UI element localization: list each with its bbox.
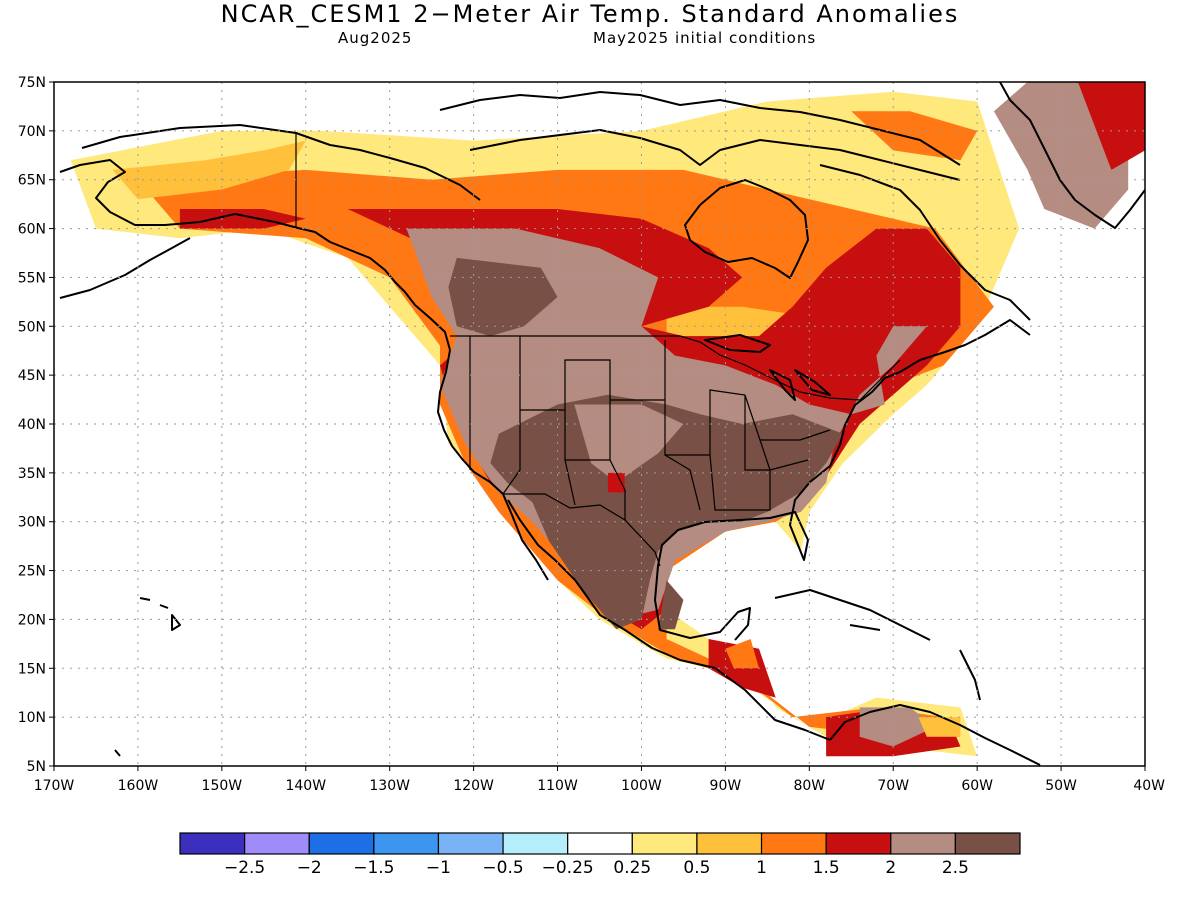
lon-tick-label: 100W — [621, 778, 662, 794]
figure-title: NCAR_CESM1 2−Meter Air Temp. Standard An… — [220, 0, 960, 28]
colorbar: −2.5 −2 −1.5 −1 −0.5 −0.25 0.25 0.5 1 1.5 2 2.5 — [179, 832, 1021, 878]
colorbar-swatch — [696, 832, 763, 855]
lon-tick-label: 70W — [877, 778, 909, 794]
lon-tick-label: 160W — [118, 778, 159, 794]
lon-tick-label: 60W — [961, 778, 993, 794]
colorbar-label: −0.5 — [482, 858, 523, 878]
lon-tick-label: 40W — [1133, 778, 1165, 794]
colorbar-label: 1.5 — [813, 858, 840, 878]
anomaly-shading — [70, 82, 1145, 757]
colorbar-swatch — [631, 832, 698, 855]
colorbar-swatch — [179, 832, 246, 855]
anomaly-field-2 — [112, 140, 306, 200]
lon-tick-label: 120W — [453, 778, 494, 794]
colorbar-swatch — [567, 832, 633, 855]
colorbar-label: 1 — [756, 858, 767, 878]
lon-tick-label: 110W — [537, 778, 578, 794]
colorbar-swatch — [437, 832, 504, 855]
lon-tick-label: 140W — [285, 778, 326, 794]
colorbar-swatch — [244, 832, 310, 855]
colorbar-swatch — [373, 832, 440, 855]
lat-tick-label: 25N — [18, 564, 46, 580]
anomaly-field-9 — [490, 394, 843, 630]
colorbar-label: 2.5 — [942, 858, 969, 878]
lat-tick-label: 50N — [18, 319, 46, 335]
longitude-axis: 170W 160W 150W 140W 130W 120W 110W 100W 90W 80W 70… — [34, 766, 1165, 794]
lon-tick-label: 130W — [369, 778, 410, 794]
anomaly-field-10 — [658, 580, 684, 630]
valid-month-label: Aug2025 — [338, 29, 413, 47]
coastlines — [59, 82, 1145, 766]
anomaly-field-11 — [574, 404, 684, 483]
colorbar-label: −1 — [426, 858, 451, 878]
latitude-axis: 5N 10N 15N 20N 25N 30N 35N 40N 45N 50N 55N 60N 65N 70… — [18, 75, 54, 775]
lat-tick-label: 15N — [18, 661, 46, 677]
colorbar-swatch — [954, 832, 1021, 855]
lat-tick-label: 60N — [18, 222, 46, 238]
lat-tick-label: 70N — [18, 124, 46, 140]
colorbar-label: −2.5 — [224, 858, 265, 878]
colorbar-swatch — [890, 832, 956, 855]
anomaly-field-12 — [607, 472, 625, 493]
lon-tick-label: 150W — [202, 778, 243, 794]
colorbar-swatch — [825, 832, 892, 855]
colorbar-swatch — [308, 832, 375, 855]
lat-tick-label: 20N — [18, 612, 46, 628]
colorbar-label: 0.25 — [613, 858, 651, 878]
colorbar-swatch — [502, 832, 569, 855]
lat-tick-label: 35N — [18, 466, 46, 482]
lon-tick-label: 90W — [710, 778, 742, 794]
anomaly-field-7 — [1077, 82, 1145, 170]
lon-tick-label: 80W — [793, 778, 825, 794]
colorbar-swatch — [760, 832, 827, 855]
anomaly-field-14 — [725, 639, 759, 669]
lat-tick-label: 65N — [18, 173, 46, 189]
lat-tick-label: 30N — [18, 515, 46, 531]
anomaly-field-8 — [448, 257, 558, 337]
colorbar-label: 0.5 — [683, 858, 710, 878]
colorbar-label: −1.5 — [353, 858, 394, 878]
anomaly-field-17 — [918, 717, 961, 737]
anomaly-field-18 — [179, 209, 306, 229]
graticule — [54, 82, 1145, 766]
colorbar-label: −2 — [297, 858, 322, 878]
lat-tick-label: 40N — [18, 417, 46, 433]
anomaly-field-19 — [851, 111, 978, 161]
initial-conditions-label: May2025 initial conditions — [593, 29, 817, 47]
colorbar-label: 2 — [885, 858, 896, 878]
colorbar-label: −0.25 — [542, 858, 594, 878]
lat-tick-label: 75N — [18, 75, 46, 91]
political-borders — [295, 133, 901, 567]
lat-tick-label: 45N — [18, 368, 46, 384]
lon-tick-label: 170W — [34, 778, 75, 794]
lat-tick-label: 10N — [18, 710, 46, 726]
lon-tick-label: 50W — [1045, 778, 1077, 794]
lat-tick-label: 5N — [27, 759, 46, 775]
lat-tick-label: 55N — [18, 270, 46, 286]
